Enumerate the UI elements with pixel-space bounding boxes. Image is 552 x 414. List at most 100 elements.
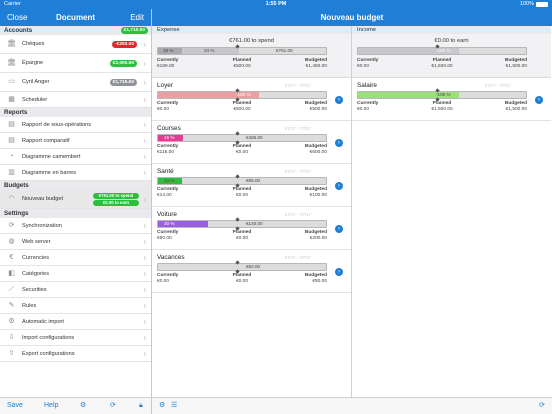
- sidebar-item-label: Scheduler: [22, 97, 48, 103]
- bar-percent-current: 16 %: [163, 48, 174, 53]
- bar-percent: -100 %: [436, 92, 451, 97]
- sidebar-item-export-configurations[interactable]: ⇧ Export configurations ›: [0, 346, 151, 362]
- gear-icon[interactable]: ⚙: [80, 402, 87, 409]
- bar-percent-planned: 34 %: [204, 48, 215, 53]
- budget-item-name: Salaire: [357, 82, 377, 89]
- sidebar-item-label: Diagramme camembert: [22, 154, 81, 160]
- sidebar-item-label: Épargne: [22, 60, 44, 66]
- expense-header: Expense: [152, 26, 351, 34]
- bar-fill-current: [158, 48, 182, 54]
- sidebar-item-import-configurations[interactable]: ⇩ Import configurations ›: [0, 330, 151, 346]
- battery-icon: [536, 2, 548, 7]
- chevron-right-circle-icon[interactable]: ›: [335, 139, 343, 147]
- budget-item[interactable]: Courses 07/17 - 7/7/17 16 % €485.00 Currentl…: [152, 121, 351, 164]
- sidebar-item-currencies[interactable]: € Currencies ›: [0, 250, 151, 266]
- sidebar-item-web-server[interactable]: ◍ Web server ›: [0, 234, 151, 250]
- budget-item[interactable]: Loyer 07/17 - 7/7/17 -100 % Currently €0.00 P…: [152, 78, 351, 121]
- report-icon: ▤: [8, 137, 15, 144]
- lock-icon[interactable]: 🔒︎: [139, 402, 143, 409]
- sidebar-nav-bar: Close Document Edit: [0, 9, 151, 26]
- settings-header: Settings: [0, 209, 151, 218]
- chevron-right-circle-icon[interactable]: ›: [335, 96, 343, 104]
- budget-item-period: 07/17 - 7/7/17: [485, 83, 511, 88]
- chevron-right-icon: ›: [143, 95, 146, 104]
- chevron-right-icon: ›: [143, 349, 146, 358]
- split-divider: [151, 9, 152, 414]
- budgeted-label: Budgeted €1,500.00: [504, 58, 527, 69]
- chevron-right-icon: ›: [143, 301, 146, 310]
- chevron-right-circle-icon[interactable]: ›: [535, 96, 543, 104]
- chevron-right-circle-icon[interactable]: ›: [335, 182, 343, 190]
- sidebar-item-epargne[interactable]: 🏛 Épargne €2,000.00 ›: [0, 54, 151, 73]
- bar-percent: -100 %: [436, 48, 451, 53]
- sidebar: Accounts €1,710.00 🏛 Chèques -€293.00 › 🏛…: [0, 26, 151, 397]
- chevron-right-icon: ›: [143, 168, 146, 177]
- sidebar-item-label: Catégories: [22, 271, 50, 277]
- budget-item-bar: 16 % €485.00: [157, 134, 327, 142]
- sidebar-item-label: Web server: [22, 239, 51, 245]
- sync-icon[interactable]: ⟳: [539, 402, 545, 409]
- sidebar-item-synchronization[interactable]: ⟳ Synchronization ›: [0, 218, 151, 234]
- battery-indicator: 100%: [520, 0, 548, 9]
- sidebar-item-cheques[interactable]: 🏛 Chèques -€293.00 ›: [0, 35, 151, 54]
- auto-import-icon: ⚙: [8, 318, 15, 325]
- list-icon[interactable]: ☰: [171, 402, 178, 409]
- bar-chart-icon: ▥: [8, 169, 15, 176]
- sidebar-item-rules[interactable]: ✎ Rules ›: [0, 298, 151, 314]
- budget-item[interactable]: Santé 07/17 - 7/7/17 14 % €86.00 Currently €1…: [152, 164, 351, 207]
- chevron-right-circle-icon[interactable]: ›: [335, 268, 343, 276]
- budget-item-bar: -100 %: [157, 91, 327, 99]
- sidebar-item-sub-operations-report[interactable]: ▤ Rapport de sous-opérations ›: [0, 117, 151, 133]
- budget-item-name: Voiture: [157, 211, 177, 218]
- bank-icon: 🏛: [7, 59, 16, 66]
- sidebar-item-label: Securities: [22, 287, 47, 293]
- column-divider: [351, 26, 352, 397]
- budget-item-name: Courses: [157, 125, 181, 132]
- budgeted-value: Budgeted €1,500.00: [504, 101, 527, 112]
- sidebar-item-cyril-anger[interactable]: ▭ Cyril Anger €1,715.50 ›: [0, 73, 151, 92]
- gear-icon[interactable]: ⚙: [159, 402, 166, 409]
- battery-percent: 100%: [519, 1, 534, 7]
- export-icon: ⇧: [8, 350, 15, 357]
- globe-icon: ◍: [8, 238, 15, 245]
- currently-value: Currently €60.00: [157, 230, 179, 241]
- save-button[interactable]: Save: [7, 402, 23, 409]
- chevron-right-icon: ›: [143, 195, 146, 204]
- chevron-right-icon: ›: [143, 317, 146, 326]
- accounts-total-badge: €1,710.00: [120, 27, 148, 34]
- planned-label: Planned €500.00: [232, 58, 252, 69]
- sidebar-item-nouveau-budget[interactable]: ◠ Nouveau budget €761.00 to spend €0.00 …: [0, 190, 151, 209]
- budget-item-bar: 30 % €140.00: [157, 220, 327, 228]
- chevron-right-circle-icon[interactable]: ›: [335, 225, 343, 233]
- expense-summary-bar: 16 % 34 % €761.00: [157, 47, 327, 55]
- sidebar-item-scheduler[interactable]: ▦ Scheduler ›: [0, 92, 151, 108]
- bar-percent: 16 %: [164, 135, 175, 140]
- sidebar-item-automatic-import[interactable]: ⚙ Automatic import ›: [0, 314, 151, 330]
- sidebar-item-label: Nouveau budget: [22, 196, 64, 202]
- balance-badge: -€293.00: [112, 41, 137, 48]
- sidebar-item-pie-chart[interactable]: ◔ Diagramme camembert ›: [0, 149, 151, 165]
- sidebar-item-label: Rapport comparatif: [22, 138, 70, 144]
- budget-item-period: 07/17 - 7/7/17: [285, 212, 311, 217]
- sidebar-item-categories[interactable]: ◧ Catégories ›: [0, 266, 151, 282]
- edit-button[interactable]: Edit: [130, 13, 144, 22]
- rules-icon: ✎: [8, 302, 15, 309]
- sidebar-item-bar-chart[interactable]: ▥ Diagramme en barres ›: [0, 165, 151, 181]
- close-button[interactable]: Close: [7, 13, 28, 22]
- sidebar-item-label: Rules: [22, 303, 37, 309]
- expense-summary-title: €761.00 to spend: [229, 38, 274, 44]
- chevron-right-icon: ›: [143, 221, 146, 230]
- help-button[interactable]: Help: [44, 402, 59, 409]
- bar-fill-planned: [358, 48, 459, 54]
- sidebar-item-comparative-report[interactable]: ▤ Rapport comparatif ›: [0, 133, 151, 149]
- budget-item[interactable]: Salaire 07/17 - 7/7/17 -100 % Currently €0.0…: [352, 78, 551, 121]
- sidebar-item-securities[interactable]: ⟋ Securities ›: [0, 282, 151, 298]
- chevron-right-icon: ›: [143, 269, 146, 278]
- budget-item[interactable]: Voiture 07/17 - 7/7/17 30 % €140.00 Currentl…: [152, 207, 351, 250]
- wallet-icon: ▭: [8, 78, 15, 85]
- currently-label: Currently €0.00: [357, 58, 379, 69]
- sync-icon[interactable]: ⟳: [110, 402, 116, 409]
- report-icon: ▤: [8, 121, 15, 128]
- currently-value: Currently €14.00: [157, 187, 179, 198]
- budget-item[interactable]: Vacances 07/17 - 7/7/17 €50.00 Currently €0.…: [152, 250, 351, 293]
